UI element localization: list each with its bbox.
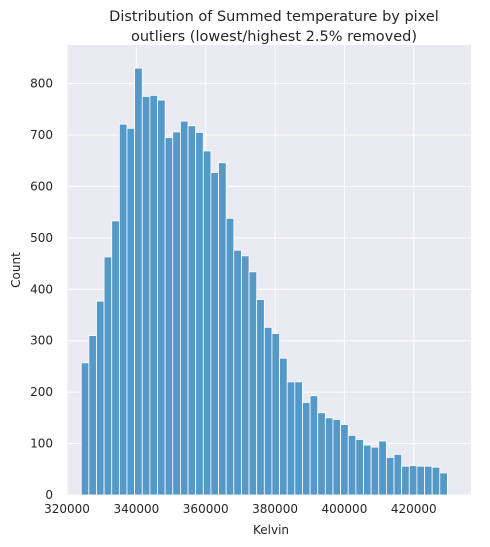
x-tick-label: 360000 — [183, 502, 229, 516]
histogram-bar — [286, 381, 296, 496]
y-tick-label: 100 — [30, 437, 53, 451]
y-tick-label: 200 — [30, 385, 53, 399]
histogram-bar — [164, 137, 174, 496]
histogram-bar — [172, 131, 181, 496]
y-tick-label: 500 — [30, 231, 53, 245]
histogram-bar — [385, 457, 395, 496]
histogram-bar — [302, 402, 311, 496]
y-tick-label: 800 — [30, 77, 53, 91]
y-tick-label: 300 — [30, 334, 53, 348]
histogram-bar — [103, 256, 113, 496]
histogram-bars — [80, 67, 448, 496]
histogram-bar — [126, 127, 136, 496]
histogram-bar — [363, 444, 372, 496]
chart-subtitle: outliers (lowest/highest 2.5% removed) — [131, 29, 417, 45]
histogram-bar — [370, 446, 380, 496]
x-tick-label: 400000 — [322, 502, 368, 516]
histogram-bar — [187, 125, 197, 496]
histogram-bar — [111, 220, 120, 496]
histogram-bar — [263, 326, 273, 496]
histogram-bar — [248, 271, 258, 496]
histogram-bar — [210, 172, 219, 496]
x-tick-label: 320000 — [44, 502, 90, 516]
histogram-bar — [355, 439, 364, 496]
histogram-bar — [256, 299, 265, 496]
x-axis-label: Kelvin — [253, 523, 289, 537]
histogram-bar — [157, 99, 166, 496]
histogram-bar — [202, 150, 212, 496]
histogram-bar — [225, 217, 235, 496]
histogram-bar — [332, 418, 342, 496]
histogram-bar — [271, 333, 280, 496]
histogram-bar — [431, 466, 441, 496]
x-tick-labels: 320000 340000 360000 380000 400000 420000 — [44, 502, 437, 516]
histogram-bar — [218, 162, 227, 496]
y-tick-label: 700 — [30, 128, 53, 142]
y-tick-label: 600 — [30, 179, 53, 193]
histogram-bar — [141, 96, 151, 496]
histogram-bar — [393, 453, 403, 496]
histogram-bar — [340, 424, 349, 496]
histogram-bar — [118, 123, 128, 496]
histogram-bar — [241, 255, 250, 496]
y-tick-labels: 0 100 200 300 400 500 600 700 800 — [30, 77, 53, 502]
histogram-bar — [408, 465, 418, 496]
x-tick-label: 420000 — [391, 502, 437, 516]
x-tick-label: 340000 — [113, 502, 159, 516]
histogram-bar — [233, 249, 242, 496]
histogram-bar — [309, 395, 319, 496]
histogram-bar — [88, 335, 97, 496]
histogram-bar — [279, 357, 288, 496]
histogram-bar — [80, 362, 90, 496]
histogram-bar — [96, 300, 105, 496]
histogram-bar — [347, 434, 357, 496]
histogram-bar — [401, 465, 410, 496]
histogram-bar — [439, 472, 448, 496]
histogram-bar — [324, 417, 334, 496]
chart-title: Distribution of Summed temperature by pi… — [109, 9, 439, 25]
histogram-bar — [294, 381, 303, 496]
histogram-bar — [416, 465, 425, 496]
x-tick-label: 380000 — [252, 502, 298, 516]
histogram-bar — [195, 132, 204, 496]
histogram-bar — [424, 465, 433, 496]
histogram-bar — [149, 95, 158, 496]
histogram-bar — [179, 120, 189, 496]
histogram-bar — [317, 412, 326, 496]
histogram-bar — [378, 440, 387, 496]
y-axis-label: Count — [9, 252, 23, 288]
y-tick-label: 0 — [45, 488, 53, 502]
histogram-bar — [134, 67, 143, 496]
y-tick-label: 400 — [30, 282, 53, 296]
